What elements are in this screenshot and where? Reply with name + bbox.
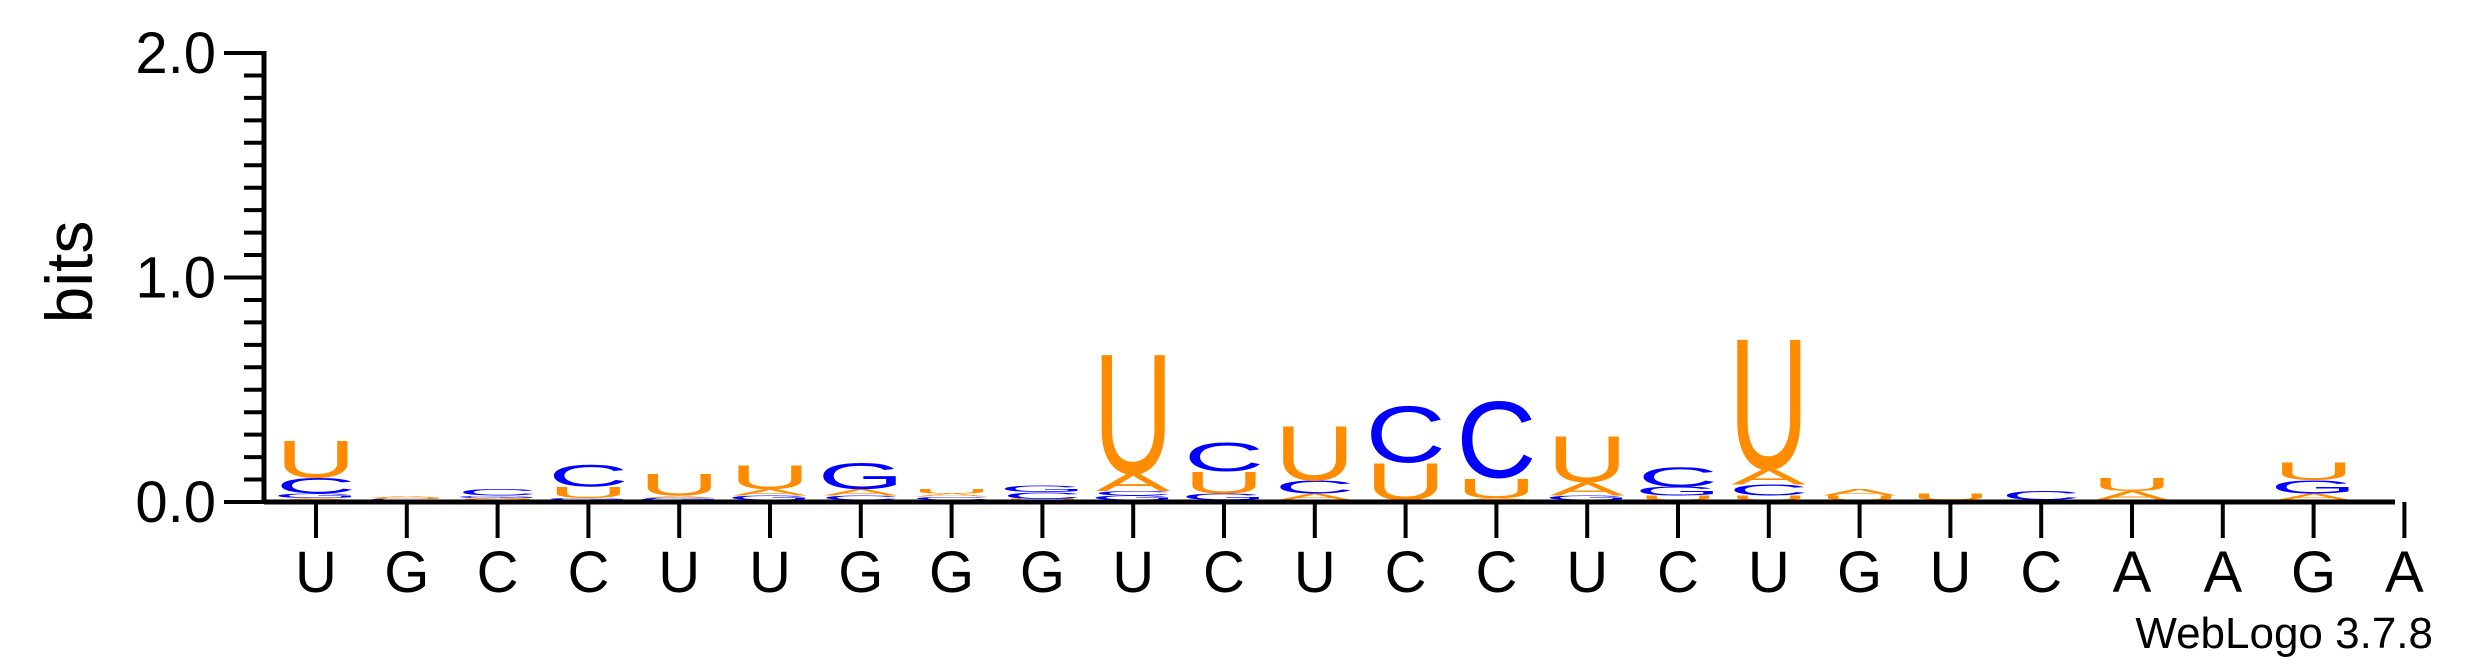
logo-letter-G: G [636, 499, 722, 501]
logo-letter-U: U [457, 499, 537, 501]
logo-letter-U: U [1638, 494, 1718, 501]
logo-letter-G: G [727, 494, 813, 501]
logo-letter-C: C [639, 497, 719, 499]
logo-letter-C: C [1456, 379, 1536, 501]
y-tick-label: 1.0 [135, 246, 216, 311]
logo-letter-U: U [276, 430, 356, 489]
logo-letter-A: A [1732, 465, 1807, 489]
logo-letter-C: C [457, 487, 537, 497]
logo-letter-C: C [1275, 476, 1355, 497]
x-tick-label: U [295, 540, 337, 605]
logo-letter-A: A [915, 492, 990, 497]
logo-letter-A: A [1550, 479, 1624, 500]
logo-letter-A: A [1278, 492, 1353, 502]
logo-letter-A: A [733, 487, 808, 497]
x-tick-label: G [2291, 540, 2336, 605]
logo-letter-C: C [1002, 490, 1082, 500]
x-tick-label: C [1475, 540, 1517, 605]
x-tick-label: G [1837, 540, 1882, 605]
x-tick-label: C [477, 540, 519, 605]
logo-letter-G: G [1181, 492, 1267, 502]
x-tick-label: C [1657, 540, 1699, 605]
logo-letter-C: C [1729, 481, 1809, 498]
logo-letter-U: U [911, 488, 991, 495]
logo-letter-U: U [548, 484, 628, 501]
logo-letter-A: A [1823, 487, 1898, 497]
logo-letter-C: C [911, 496, 991, 501]
logo-letter-C: C [821, 494, 901, 501]
logo-letter-G: G [818, 455, 904, 497]
x-tick-label: U [1112, 540, 1154, 605]
logo-letter-U: U [2273, 457, 2353, 485]
weblogo-credit: WebLogo 3.7.8 [2135, 609, 2433, 658]
x-tick-label: A [2113, 540, 2152, 605]
x-tick-label: U [1294, 540, 1336, 605]
x-tick-label: U [749, 540, 791, 605]
x-tick-label: U [1566, 540, 1608, 605]
x-tick-label: A [2203, 540, 2242, 605]
logo-letter-G: G [2270, 476, 2356, 497]
logo-letter-A: A [2095, 489, 2169, 503]
x-tick-label: G [838, 540, 883, 605]
logo-letter-C: C [367, 499, 447, 501]
logo-letter-G: G [545, 497, 631, 500]
logo-letter-A: A [824, 487, 899, 497]
y-axis: 0.0 1.0 2.0 [135, 21, 267, 535]
logo-letter-C: C [1365, 388, 1445, 479]
logo-letter-C: C [276, 474, 356, 498]
logo-letter-U: U [1184, 465, 1264, 500]
logo-letter-A: A [1459, 497, 1534, 500]
logo-letter-U: U [1275, 410, 1355, 497]
logo-letter-G: G [1635, 484, 1721, 498]
x-tick-label: G [1020, 540, 1065, 605]
x-tick-label: G [929, 540, 974, 605]
logo-letter-G: G [1544, 494, 1630, 501]
logo-letter-G: G [999, 484, 1085, 494]
logo-letter-A: A [1096, 469, 1171, 497]
logo-letter-U: U [1456, 473, 1536, 504]
logo-letter-U: U [1910, 492, 1990, 502]
x-tick-label: U [1929, 540, 1971, 605]
logo-letter-U: U [1547, 423, 1627, 496]
logo-letter-U: U [1729, 494, 1809, 501]
logo-letter-U: U [2092, 474, 2172, 495]
x-tick-label: A [2385, 540, 2424, 605]
logo-letter-C: C [2001, 489, 2081, 503]
logo-letter-U: U [1093, 318, 1173, 510]
logo-letter-C: C [1184, 434, 1264, 480]
x-tick-label: C [2020, 540, 2062, 605]
logo-letter-C: C [1638, 462, 1718, 493]
logo-letter-U: U [1002, 499, 1082, 501]
logo-letter-A: A [2277, 492, 2352, 502]
logo-letter-C: C [548, 459, 628, 494]
logo-letter-A: A [279, 497, 354, 500]
logo-letter-A: A [461, 497, 536, 499]
logo-letter-U: U [639, 468, 719, 503]
logo-letter-G: G [454, 495, 540, 498]
x-tick-label: C [1203, 540, 1245, 605]
logo-letter-G: G [273, 492, 359, 499]
logo-letter-U: U [1729, 300, 1809, 509]
logo-letter-U: U [367, 497, 447, 499]
x-tick-label: C [1385, 540, 1427, 605]
y-tick-label: 2.0 [135, 21, 216, 86]
y-axis-label: bits [32, 221, 106, 324]
logo-letter-A: A [642, 495, 717, 498]
x-tick-label: U [1748, 540, 1790, 605]
x-tick-label: G [384, 540, 429, 605]
logo-letter-A: A [370, 495, 445, 498]
x-tick-label: U [658, 540, 700, 605]
y-tick-label: 0.0 [135, 470, 216, 535]
logo-letter-G: G [1090, 494, 1176, 501]
logo-letter-C: C [1093, 490, 1173, 497]
logo-letter-U: U [1819, 494, 1899, 501]
logo-letter-U: U [730, 458, 810, 496]
x-tick-label: C [567, 540, 609, 605]
